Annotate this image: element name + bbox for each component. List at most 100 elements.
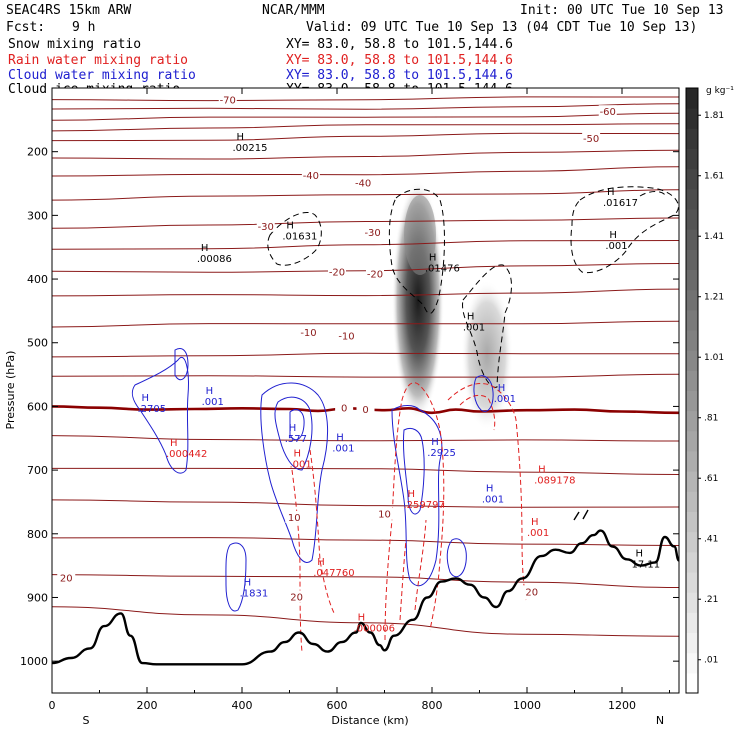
max-value-label: .1831 [240, 588, 269, 599]
max-marker-h: H [429, 253, 437, 264]
colorbar-segment [686, 350, 698, 371]
isotherm [52, 132, 679, 142]
colorbar-segment [686, 430, 698, 452]
y-tick-label: 1000 [20, 655, 48, 668]
colorbar-segment [686, 551, 698, 573]
colorbar-segment [686, 612, 698, 633]
isotherm [52, 499, 679, 508]
isotherm-label-bg [299, 326, 318, 339]
colorbar-segment [686, 531, 698, 553]
x-tick-label: 0 [49, 699, 56, 712]
colorbar-level-label: 1.61 [704, 172, 724, 182]
colorbar-level-label: 1.01 [704, 353, 724, 363]
isotherm [52, 96, 679, 102]
contour-label-layer: -70 -60 -50 -40 -40 -30 -30 -20 -20 -10 -10 0 0 10 10 2… [57, 93, 660, 634]
max-value-label: .001 [494, 394, 516, 405]
colorbar-level-label: 1.81 [704, 111, 724, 121]
isotherm-label: -40 [303, 171, 319, 182]
cloud-water-contour-a2 [174, 348, 189, 381]
colorbar-segment [686, 511, 698, 533]
colorbar: .01 .21 .41 .61 .81 1.01 1.21 1.41 1.61 1.81 [685, 87, 724, 694]
colorbar-segment [686, 390, 698, 412]
snow-contour-right [570, 186, 679, 274]
max-marker-h: H [237, 132, 245, 143]
isotherm-label: 20 [525, 587, 538, 598]
isotherm-label-bg [57, 571, 76, 584]
isotherm-label: 20 [290, 592, 303, 603]
colorbar-frame [685, 87, 699, 694]
y-tick-label: 800 [27, 528, 48, 541]
isotherm-label: 10 [378, 510, 391, 521]
isotherm-label: 0 [362, 405, 368, 416]
max-marker-h: H [609, 230, 617, 241]
colorbar-segment [686, 88, 698, 109]
colorbar-segment [686, 491, 698, 512]
max-marker-h: H [317, 557, 325, 568]
freezing-level-line [52, 405, 679, 415]
isotherm-label: -70 [220, 96, 236, 107]
colorbar-segment [686, 572, 698, 593]
x-axis-title: Distance (km) [331, 714, 408, 727]
x-tick-label: 800 [422, 699, 443, 712]
isotherm [52, 467, 679, 475]
isotherm [52, 149, 679, 160]
isotherm-label-bg [328, 265, 346, 278]
colorbar-segment [686, 249, 698, 270]
isotherm [52, 537, 679, 546]
forecast-value: 9 h [72, 20, 95, 35]
colorbar-segment [686, 229, 698, 250]
isotherm-label: 20 [60, 573, 73, 584]
isotherm-label: 10 [288, 513, 301, 524]
colorbar-segment [686, 289, 698, 311]
max-marker-h: H [607, 187, 615, 198]
isotherm [52, 189, 679, 201]
max-marker-h: H [201, 243, 209, 254]
isotherm [52, 606, 679, 637]
max-marker-h: H [336, 433, 344, 444]
snow-contour-main [388, 188, 445, 314]
isotherm [52, 263, 679, 273]
rain-contour-c3 [414, 519, 427, 611]
colorbar-segment [686, 451, 698, 472]
colorbar-segment [686, 168, 698, 190]
isotherm [52, 352, 679, 358]
cloud-water-contour-c2 [402, 427, 425, 515]
isotherm [52, 320, 679, 328]
isotherm-label-bg [366, 267, 384, 280]
max-value-label: .001 [463, 323, 485, 334]
snow-contour-right-top [639, 191, 667, 197]
isotherm-label-bg [287, 590, 306, 603]
plot-area [52, 88, 679, 693]
colorbar-segment [686, 188, 698, 210]
y-tick-label: 900 [27, 591, 48, 604]
isotherm [52, 217, 679, 229]
isotherm-label: -20 [367, 270, 383, 281]
colorbar-level-label: 1.21 [704, 293, 724, 303]
isotherm [52, 123, 679, 132]
max-marker-h: H [142, 393, 150, 404]
colorbar-segment [686, 592, 698, 613]
plot-frame [51, 87, 680, 694]
colorbar-segment [686, 269, 698, 291]
isotherm-label-bg [335, 401, 354, 414]
max-value-label: .001 [202, 397, 224, 408]
colorbar-segment [686, 652, 698, 674]
cloud-water-contour-b [260, 382, 329, 563]
isotherm-label: -10 [300, 328, 316, 339]
forecast-label: Fcst: [6, 20, 45, 35]
colorbar-segment [686, 209, 698, 230]
isotherm-label-bg [598, 105, 617, 118]
isotherm-label: -20 [329, 268, 345, 279]
max-marker-h: H [636, 549, 644, 560]
colorbar-level-label: .01 [704, 656, 718, 666]
field-label-rain: Rain water mixing ratio [8, 53, 188, 68]
x-end-label-north: N [656, 714, 664, 727]
y-tick-label: 500 [27, 337, 48, 350]
xs-coords-rain: XY= 83.0, 58.8 to 101.5,144.6 [286, 53, 513, 68]
snow-contour-secondary [462, 264, 512, 388]
cloud-water-contours [131, 348, 494, 612]
snow-shading-core-upper [404, 195, 436, 275]
max-value-label: .577 [285, 434, 307, 445]
colorbar-segment [686, 330, 698, 351]
